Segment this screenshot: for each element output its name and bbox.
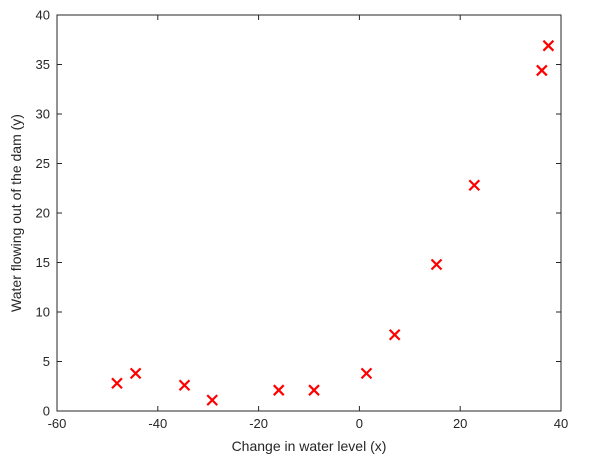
axis-ticks: -60 -40 -20 0 20 40 0 5 10 15 20 25 30 35 40: [36, 8, 569, 432]
data-point: [111, 377, 123, 390]
x-tick-label: -60: [48, 416, 67, 431]
x-tick-label: -20: [249, 416, 268, 431]
y-tick-label: 35: [36, 57, 50, 72]
y-tick-label: 10: [36, 305, 50, 320]
x-axis-label: Change in water level (x): [232, 438, 387, 454]
data-point: [272, 384, 285, 396]
y-tick-label: 25: [36, 156, 50, 171]
x-tick-label: 40: [554, 416, 568, 431]
data-point: [308, 384, 320, 396]
data-point: [129, 367, 142, 380]
plot-frame: [56, 14, 562, 412]
x-tick-label: 20: [453, 416, 467, 431]
y-tick-label: 40: [36, 8, 50, 23]
data-point: [178, 379, 191, 392]
data-point: [360, 367, 373, 380]
data-point: [468, 179, 481, 192]
data-point: [536, 64, 548, 77]
data-point: [206, 394, 219, 406]
y-tick-label: 0: [43, 404, 50, 419]
data-points: [111, 39, 555, 406]
x-tick-label: -40: [148, 416, 167, 431]
x-tick-label: 0: [356, 416, 363, 431]
y-tick-label: 5: [43, 354, 50, 369]
y-tick-label: 15: [36, 255, 50, 270]
y-tick-label: 20: [36, 206, 50, 221]
data-point: [542, 39, 555, 52]
data-point: [388, 328, 401, 341]
y-axis-label: Water flowing out of the dam (y): [8, 114, 24, 312]
data-point: [430, 258, 443, 271]
y-tick-label: 30: [36, 107, 50, 122]
